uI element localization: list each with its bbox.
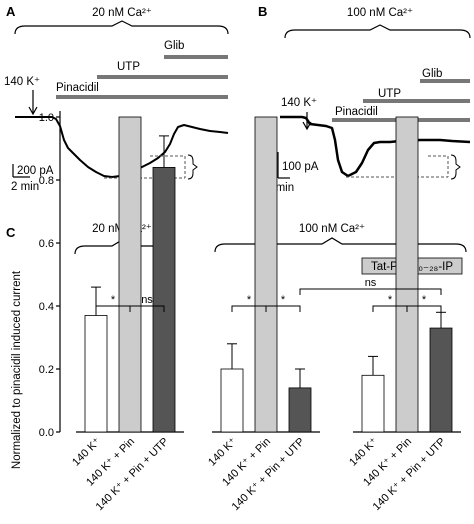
bar [254, 116, 278, 433]
significance-label: * [422, 294, 427, 306]
panel-letter-c: C [6, 225, 16, 240]
category-label: 140 K⁺ [347, 436, 380, 469]
panel-b-trace [280, 115, 471, 178]
y-axis-label: Normalized to pinacidil induced current [11, 270, 23, 469]
bar [288, 387, 312, 433]
significance-bracket [129, 305, 165, 312]
bar [84, 315, 108, 433]
bar [118, 116, 142, 433]
category-label: 140 K⁺ [70, 436, 103, 469]
significance-label: * [247, 294, 252, 306]
panel-b-small-brace [450, 154, 461, 180]
y-tick-label: 1.0 [39, 112, 54, 124]
panel-a-glib-label: Glib [164, 40, 184, 52]
panel-a-brace [14, 20, 229, 35]
panel-b-pinacidil-label: Pinacidil [335, 106, 378, 118]
bar [152, 166, 176, 433]
bar [395, 116, 419, 433]
panel-c-group2-brace [214, 237, 467, 253]
bar [220, 368, 244, 433]
panel-b-condition: 100 nM Ca²⁺ [347, 7, 413, 19]
bar [429, 327, 453, 433]
y-tick-label: 0.8 [39, 175, 54, 187]
panel-c: C 20 nM Ca²⁺ 100 nM Ca²⁺ Tat-PKC₂₀₋₂₈-IP… [6, 111, 467, 514]
bar [361, 374, 385, 433]
panel-letter-a: A [6, 4, 16, 19]
panel-b-brace [284, 24, 471, 39]
y-tick-label: 0.4 [39, 301, 54, 313]
significance-bracket [299, 288, 442, 295]
significance-label: ns [141, 294, 153, 306]
panel-b-scale-current: 100 pA [282, 161, 319, 173]
y-tick-label: 0.6 [39, 238, 54, 250]
panel-a-utp-label: UTP [117, 61, 140, 73]
bar-series [76, 116, 461, 433]
category-label: 140 K⁺ [206, 436, 239, 469]
panel-b-k-label: 140 K⁺ [281, 97, 317, 109]
panel-a: A 20 nM Ca²⁺ Glib UTP Pinacidil 140 K⁺ 2… [4, 4, 229, 193]
significance-bracket [265, 305, 301, 312]
panel-a-scale-current: 200 pA [17, 165, 54, 177]
panel-b: B 100 nM Ca²⁺ Glib UTP Pinacidil 140 K⁺ … [258, 4, 471, 194]
panel-a-pinacidil-label: Pinacidil [56, 82, 99, 94]
panel-a-k-arrowhead [28, 106, 38, 116]
panel-c-group2-label: 100 nM Ca²⁺ [299, 223, 365, 235]
panel-a-scale-time: 2 min [11, 181, 39, 193]
y-axis: 0.0 0.2 0.4 0.6 0.8 1.0 [39, 111, 61, 439]
panel-letter-b: B [258, 4, 267, 19]
significance-label: ns [365, 277, 377, 289]
panel-b-glib-label: Glib [422, 68, 442, 80]
significance-label: * [388, 294, 393, 306]
panel-a-small-brace [187, 154, 198, 180]
y-tick-label: 0.0 [39, 427, 54, 439]
significance-label: * [281, 294, 286, 306]
panel-b-utp-label: UTP [378, 88, 401, 100]
panel-a-k-label: 140 K⁺ [4, 76, 40, 88]
y-tick-label: 0.2 [39, 364, 54, 376]
significance-bracket [406, 305, 442, 312]
significance-label: * [111, 294, 116, 306]
significance-markers: * ns * * * * ns [95, 277, 442, 312]
panel-a-condition: 20 nM Ca²⁺ [92, 7, 152, 19]
